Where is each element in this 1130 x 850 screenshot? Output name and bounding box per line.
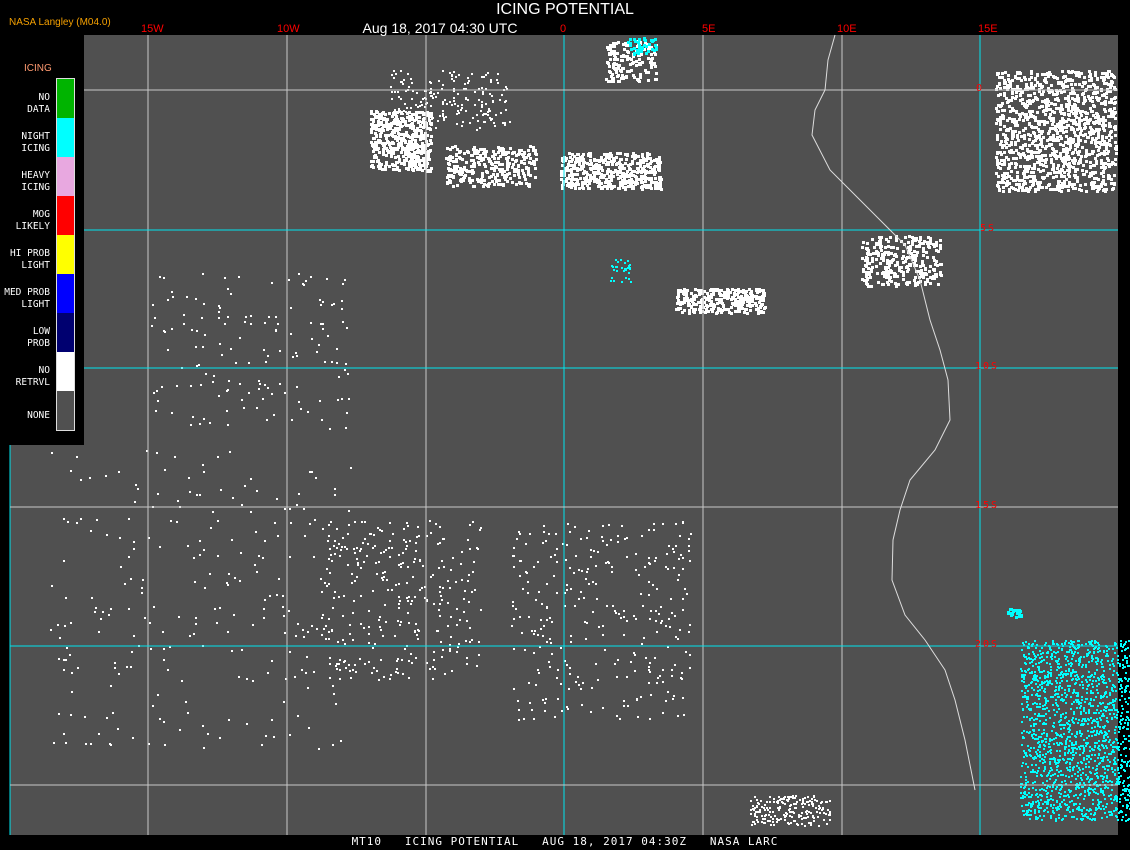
legend-label: NIGHT ICING	[21, 131, 50, 154]
legend-title: ICING	[24, 63, 52, 74]
lat-label: 15S	[975, 500, 1000, 511]
lat-lon-grid	[9, 35, 1118, 835]
lon-label: 15W	[141, 23, 164, 35]
legend-label: HI PROB LIGHT	[9, 248, 50, 271]
legend-label: MOG LIKELY	[15, 209, 50, 232]
legend-label: NONE	[27, 410, 50, 421]
lat-label: 10S	[975, 361, 1000, 372]
legend-swatch	[57, 274, 74, 313]
legend-colorbar	[56, 78, 75, 431]
legend-label: HEAVY ICING	[21, 170, 50, 193]
legend-label: NO DATA	[27, 92, 50, 115]
lon-label: 0	[560, 23, 567, 35]
legend-swatch	[57, 352, 74, 391]
lat-label: 5S	[980, 223, 997, 234]
legend-swatch	[57, 196, 74, 235]
legend-label: LOW PROB	[27, 326, 50, 349]
legend-swatch	[57, 235, 74, 274]
lon-label: 10W	[277, 23, 300, 35]
legend-swatch	[57, 157, 74, 196]
legend-swatch	[57, 118, 74, 157]
coastline	[811, 34, 976, 791]
legend-label: NO RETRVL	[15, 365, 50, 388]
lat-label: 20S	[975, 639, 1000, 650]
footer-caption: MT10 ICING POTENTIAL AUG 18, 2017 04:30Z…	[351, 835, 779, 848]
lon-label: 5E	[702, 23, 716, 35]
legend-swatch	[57, 313, 74, 352]
map-datetime: Aug 18, 2017 04:30 UTC	[362, 20, 518, 36]
lat-label: 0	[976, 83, 985, 94]
icing-legend: ICING NO DATA NIGHT ICING HEAVY ICING MOG L…	[0, 35, 84, 445]
lon-label: 10E	[837, 23, 857, 35]
cloud-retrieval-pixels	[50, 37, 1130, 827]
map-title: ICING POTENTIAL	[496, 1, 634, 18]
legend-label: MED PROB LIGHT	[4, 287, 50, 310]
provider-label: NASA Langley (M04.0)	[9, 17, 111, 28]
legend-swatch	[57, 391, 74, 430]
legend-swatch	[57, 79, 74, 118]
lon-label: 15E	[978, 23, 998, 35]
